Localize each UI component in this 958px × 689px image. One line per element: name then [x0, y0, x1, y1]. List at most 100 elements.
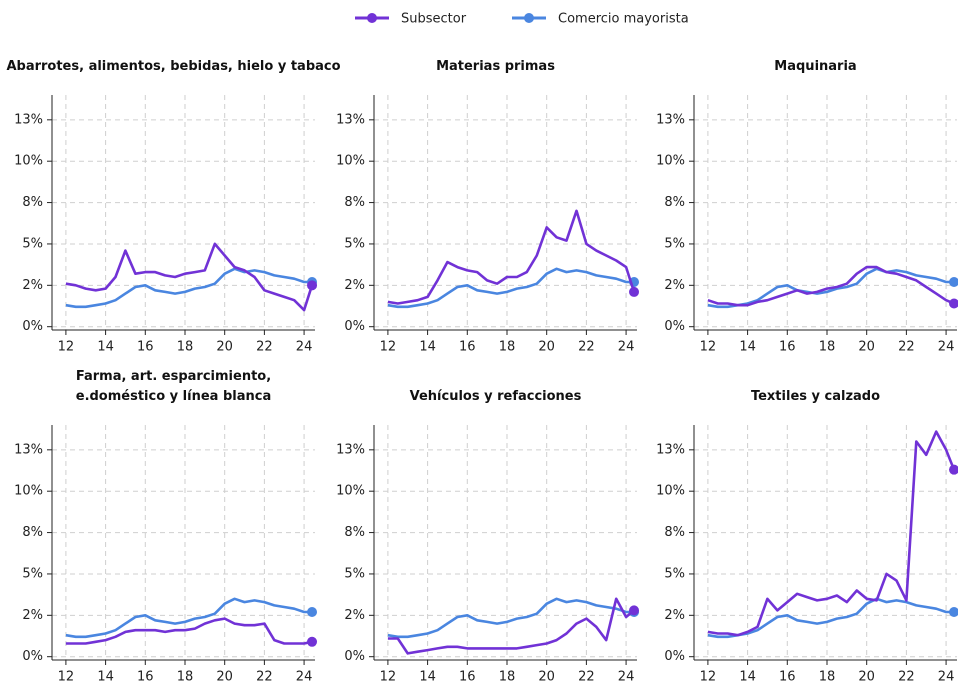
series-line [65, 617, 313, 645]
x-tick-label: 16 [137, 340, 154, 355]
x-tick-label: 20 [538, 670, 555, 685]
x-tick-label: 16 [779, 340, 796, 355]
series-line [65, 242, 314, 312]
y-tick-label: 8% [22, 195, 43, 210]
x-tick-label: 20 [858, 670, 875, 685]
x-tick-label: 16 [459, 340, 476, 355]
series-line [65, 267, 312, 309]
y-tick-label: 5% [664, 236, 685, 251]
x-tick-label: 14 [739, 340, 756, 355]
legend-label: Comercio mayorista [558, 12, 689, 27]
series-line [707, 265, 955, 307]
y-tick-label: 10% [14, 484, 43, 499]
x-tick-label: 16 [459, 670, 476, 685]
y-tick-label: 0% [664, 319, 685, 334]
x-tick-label: 16 [137, 670, 154, 685]
x-tick-label: 12 [380, 340, 397, 355]
y-tick-label: 10% [14, 154, 43, 169]
x-tick-label: 14 [419, 670, 436, 685]
y-tick-label: 0% [22, 649, 43, 664]
y-tick-label: 5% [344, 236, 365, 251]
y-tick-label: 13% [14, 442, 43, 457]
y-tick-label: 5% [664, 566, 685, 581]
x-tick-label: 18 [177, 670, 194, 685]
series-line [65, 597, 312, 639]
x-tick-label: 14 [419, 340, 436, 355]
x-tick-label: 24 [296, 670, 313, 685]
x-tick-label: 18 [819, 670, 836, 685]
end-dot [949, 464, 958, 475]
series-line [707, 430, 956, 637]
series-line [387, 597, 634, 639]
x-tick-label: 16 [779, 670, 796, 685]
series-line [387, 209, 636, 305]
y-tick-label: 2% [22, 608, 43, 623]
legend-dot [524, 13, 534, 23]
end-dot [629, 605, 640, 616]
x-tick-label: 14 [97, 340, 114, 355]
series-line [387, 267, 634, 309]
x-tick-label: 20 [858, 340, 875, 355]
x-tick-label: 18 [819, 340, 836, 355]
y-tick-label: 2% [22, 278, 43, 293]
x-tick-label: 22 [578, 670, 595, 685]
end-dot [307, 607, 318, 618]
panel-title: Maquinaria [774, 59, 857, 74]
y-tick-label: 0% [664, 649, 685, 664]
series-line [707, 597, 954, 639]
x-tick-label: 24 [618, 340, 635, 355]
y-tick-label: 13% [336, 112, 365, 127]
y-tick-label: 0% [344, 649, 365, 664]
x-tick-label: 20 [538, 340, 555, 355]
x-tick-label: 18 [177, 340, 194, 355]
y-tick-label: 0% [22, 319, 43, 334]
y-tick-label: 5% [344, 566, 365, 581]
panel-title: Vehículos y refacciones [409, 389, 582, 404]
x-tick-label: 20 [216, 340, 233, 355]
end-dot [949, 298, 958, 309]
y-tick-label: 2% [664, 278, 685, 293]
panel-title: Materias primas [436, 59, 555, 74]
y-tick-label: 13% [656, 112, 685, 127]
y-tick-label: 10% [336, 154, 365, 169]
x-tick-label: 22 [898, 670, 915, 685]
y-tick-label: 2% [344, 608, 365, 623]
y-tick-label: 0% [344, 319, 365, 334]
x-tick-label: 18 [499, 340, 516, 355]
y-tick-label: 13% [656, 442, 685, 457]
y-tick-label: 2% [664, 608, 685, 623]
y-tick-label: 5% [22, 236, 43, 251]
x-tick-label: 22 [256, 340, 273, 355]
x-tick-label: 14 [739, 670, 756, 685]
y-tick-label: 10% [656, 484, 685, 499]
end-dot [307, 280, 318, 291]
x-tick-label: 18 [499, 670, 516, 685]
x-tick-label: 12 [58, 340, 75, 355]
x-tick-label: 22 [578, 340, 595, 355]
panel-title: Farma, art. esparcimiento, e.doméstico y… [75, 369, 272, 404]
panel-title: Abarrotes, alimentos, bebidas, hielo y t… [6, 59, 341, 74]
end-dot [629, 286, 640, 297]
series-line [387, 597, 635, 655]
legend-label: Subsector [401, 12, 467, 27]
y-tick-label: 13% [14, 112, 43, 127]
x-tick-label: 20 [216, 670, 233, 685]
end-dot [949, 607, 958, 618]
x-tick-label: 12 [58, 670, 75, 685]
y-tick-label: 13% [336, 442, 365, 457]
legend-dot [367, 13, 377, 23]
y-tick-label: 2% [344, 278, 365, 293]
y-tick-label: 5% [22, 566, 43, 581]
y-tick-label: 8% [664, 525, 685, 540]
x-tick-label: 24 [296, 340, 313, 355]
x-tick-label: 14 [97, 670, 114, 685]
y-tick-label: 10% [336, 484, 365, 499]
x-tick-label: 12 [700, 340, 717, 355]
x-tick-label: 24 [618, 670, 635, 685]
y-tick-label: 8% [664, 195, 685, 210]
x-tick-label: 24 [938, 670, 955, 685]
y-tick-label: 8% [344, 195, 365, 210]
x-tick-label: 22 [898, 340, 915, 355]
series-line [707, 267, 954, 309]
